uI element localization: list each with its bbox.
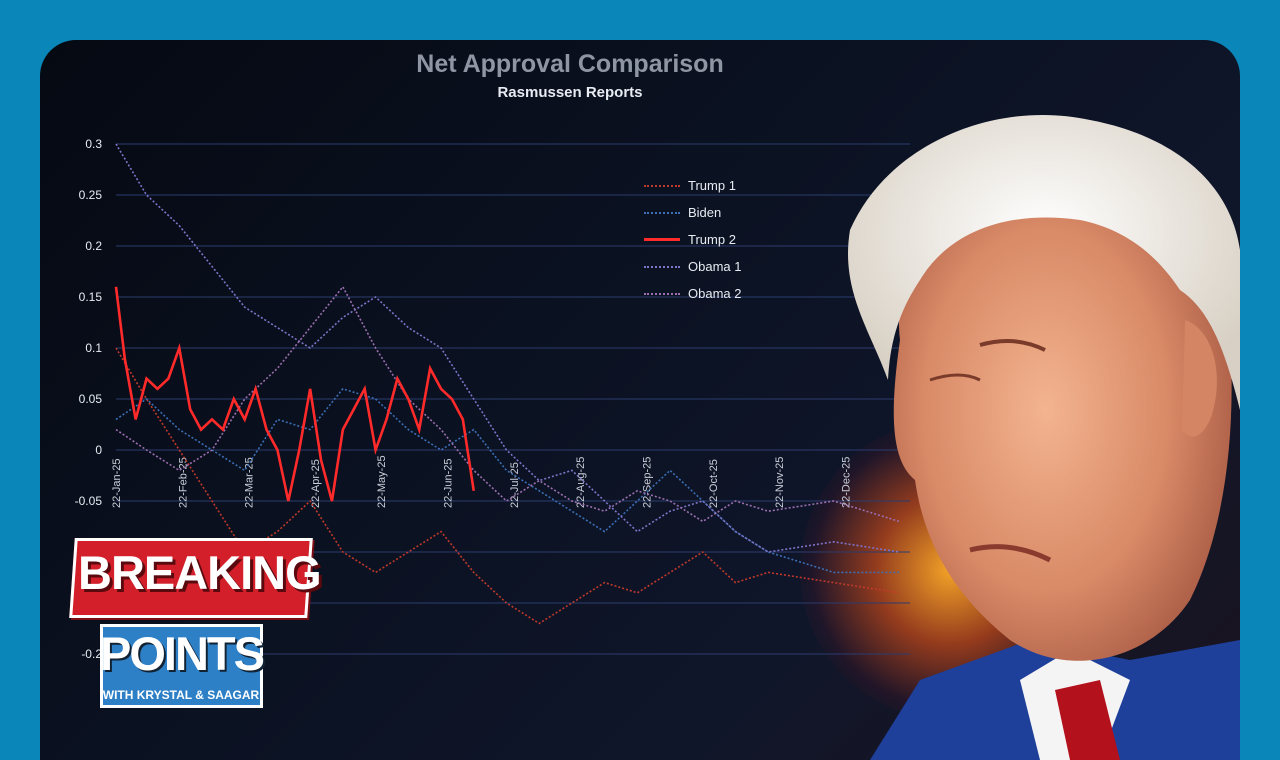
legend-item: Trump 2 [644, 226, 741, 253]
points-label: POINTS [100, 627, 265, 680]
person-portrait-image [848, 114, 1240, 760]
series-lines [114, 143, 900, 625]
legend-item: Biden [644, 199, 741, 226]
legend-label: Biden [688, 205, 722, 220]
x-tick-label: 22-Jul-25 [509, 462, 521, 508]
chart-title: Net Approval Comparison [416, 50, 724, 78]
y-tick-label: 0.05 [79, 392, 103, 406]
legend-swatch [644, 238, 680, 241]
legend-item: Obama 1 [644, 253, 741, 280]
x-tick-label: 22-May-25 [376, 455, 388, 508]
x-tick-label: 22-Jan-25 [111, 458, 123, 508]
thumbnail-frame: Net Approval Comparison Rasmussen Report… [40, 40, 1240, 760]
y-tick-label: -0.05 [75, 494, 103, 508]
series-line-obama-1 [115, 143, 900, 553]
chart-subtitle: Rasmussen Reports [497, 84, 643, 101]
y-tick-label: 0 [95, 443, 102, 457]
grid-lines [116, 143, 910, 655]
y-tick-label: 0.3 [85, 137, 102, 151]
series-line-trump-2 [114, 286, 476, 502]
x-tick-label: 22-Sep-25 [641, 457, 653, 508]
x-tick-label: 22-Dec-25 [840, 457, 852, 508]
legend-swatch [644, 292, 680, 295]
x-tick-label: 22-Nov-25 [774, 457, 786, 508]
legend-label: Trump 2 [688, 232, 736, 247]
x-tick-label: 22-Apr-25 [310, 459, 322, 508]
points-tagline: WITH KRYSTAL & SAAGAR [102, 688, 260, 702]
legend-swatch [644, 184, 680, 187]
points-badge [100, 624, 263, 708]
x-tick-label: 22-Aug-25 [575, 457, 587, 508]
y-tick-label: 0.1 [85, 341, 102, 355]
y-tick-label: -0.2 [81, 647, 102, 661]
breaking-label: BREAKING [78, 546, 322, 599]
x-tick-labels: 22-Jan-25 22-Feb-25 22-Mar-25 22-Apr-25 22-M… [111, 455, 852, 508]
legend-swatch [644, 211, 680, 214]
chart-legend: Trump 1 Biden Trump 2 Obama 1 Obama 2 [644, 172, 741, 307]
y-tick-label: 0.25 [79, 188, 103, 202]
line-chart: 0.30.250.20.150.10.050-0.05-0.1-0.15-0.2… [75, 137, 910, 661]
legend-label: Obama 2 [688, 286, 742, 301]
y-tick-label: 0.15 [79, 290, 103, 304]
y-tick-label: 0.2 [85, 239, 102, 253]
legend-swatch [644, 265, 680, 268]
legend-item: Trump 1 [644, 172, 741, 199]
legend-item: Obama 2 [644, 280, 741, 307]
x-tick-label: 22-Jun-25 [443, 458, 455, 508]
series-line-trump-1 [115, 347, 900, 625]
legend-label: Obama 1 [688, 259, 742, 274]
legend-label: Trump 1 [688, 178, 736, 193]
x-tick-label: 22-Mar-25 [244, 457, 256, 508]
series-line-biden [115, 387, 900, 574]
x-tick-label: 22-Oct-25 [708, 459, 720, 508]
